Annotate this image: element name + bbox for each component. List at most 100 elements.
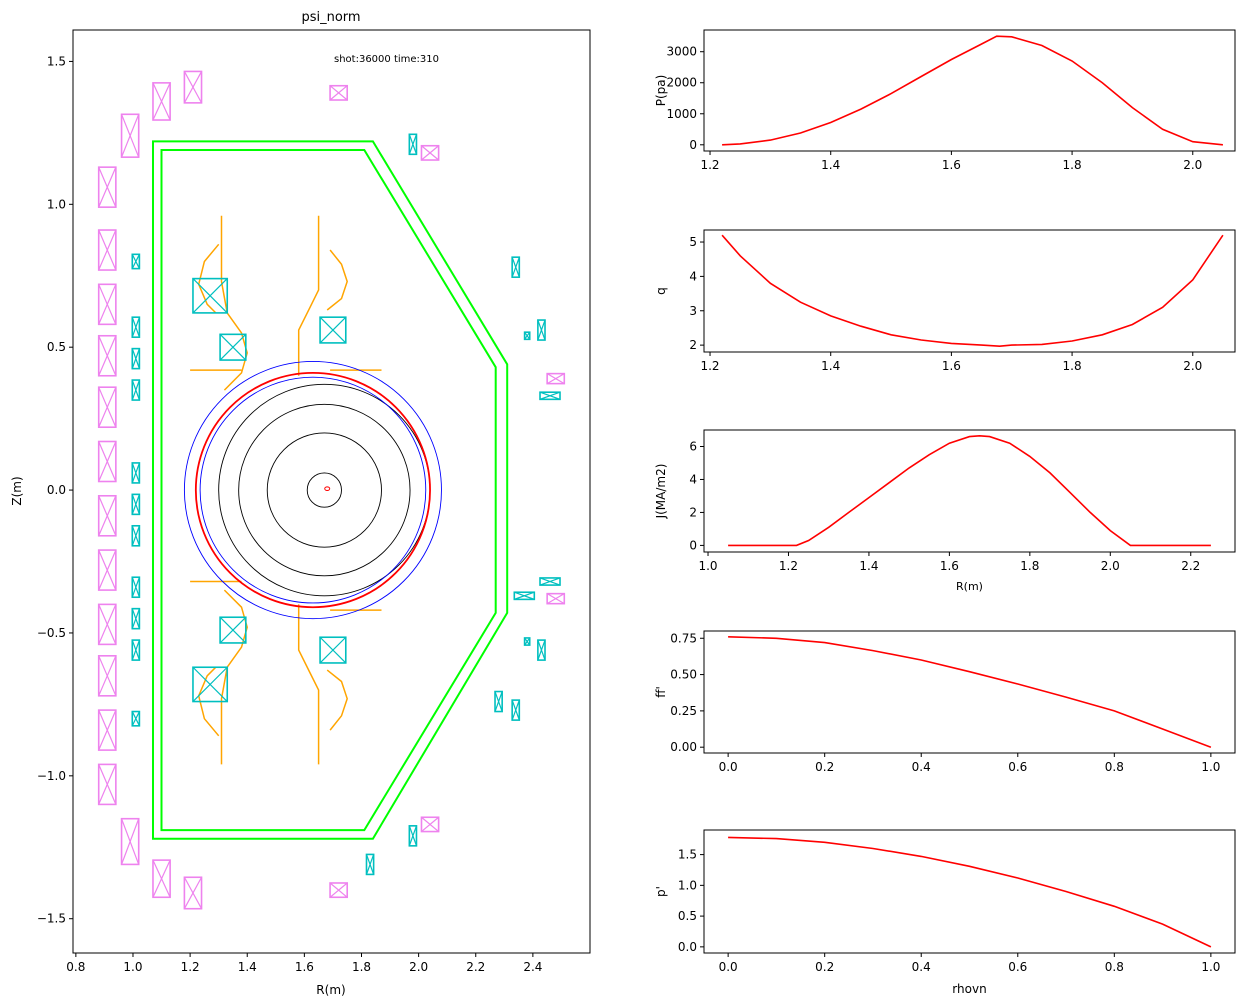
y-tick-label: 6 bbox=[689, 439, 697, 453]
control-coil bbox=[131, 347, 141, 370]
control-coil-box bbox=[539, 391, 561, 401]
control-coil-cross bbox=[131, 577, 140, 598]
profile-xlabel: rhovn bbox=[952, 982, 986, 996]
control-coil-box bbox=[131, 493, 141, 516]
control-coil-cross bbox=[408, 134, 418, 155]
pf-coil bbox=[329, 84, 349, 101]
pf-coil bbox=[97, 549, 117, 591]
equilibrium-ylabel: Z(m) bbox=[10, 476, 24, 505]
pf-coil-cross bbox=[98, 441, 117, 482]
control-coil bbox=[319, 316, 347, 344]
profile-line bbox=[722, 35, 1223, 146]
y-tick-label: 3 bbox=[689, 304, 697, 318]
control-coil-box bbox=[365, 853, 375, 876]
x-tick-label: 2.0 bbox=[1101, 559, 1120, 573]
x-tick-label: 1.8 bbox=[1063, 158, 1082, 172]
control-coil bbox=[131, 607, 141, 630]
pf-coil-box bbox=[97, 386, 117, 429]
control-coil-cross bbox=[219, 616, 247, 644]
pf-coil bbox=[329, 882, 349, 899]
y-tick-label: 2000 bbox=[666, 76, 697, 90]
x-tick-label: 1.0 bbox=[1201, 760, 1220, 774]
x-tick-label: 2.4 bbox=[523, 960, 542, 974]
profile-frame bbox=[703, 630, 1236, 754]
x-tick-label: 2.0 bbox=[1183, 158, 1202, 172]
control-coil-box bbox=[131, 524, 141, 547]
control-coil-box bbox=[511, 256, 521, 278]
control-coil-box bbox=[319, 636, 347, 664]
divertor-line bbox=[326, 669, 348, 731]
pf-coil-cross bbox=[98, 549, 117, 591]
control-coil-box bbox=[537, 639, 546, 661]
x-tick-label: 1.2 bbox=[700, 158, 719, 172]
control-coil bbox=[219, 616, 247, 644]
profile-line bbox=[728, 836, 1212, 948]
pf-coil bbox=[97, 655, 117, 697]
control-coil bbox=[219, 333, 247, 361]
pf-coil-box bbox=[120, 113, 140, 158]
y-tick-label: 1.0 bbox=[678, 878, 697, 892]
x-tick-label: 2.2 bbox=[1181, 559, 1200, 573]
control-coil-cross bbox=[131, 316, 140, 338]
x-tick-label: 0.8 bbox=[66, 960, 85, 974]
x-tick-label: 1.0 bbox=[698, 559, 717, 573]
control-coil bbox=[131, 710, 141, 727]
x-tick-label: 1.8 bbox=[352, 960, 371, 974]
x-tick-label: 1.0 bbox=[123, 960, 142, 974]
x-tick-label: 1.8 bbox=[1063, 359, 1082, 373]
pf-coil bbox=[420, 144, 440, 161]
control-coil-cross bbox=[365, 854, 375, 875]
control-coil-box bbox=[131, 347, 141, 370]
control-coil bbox=[523, 331, 531, 341]
control-coil-cross bbox=[319, 316, 347, 344]
control-coil-cross bbox=[511, 699, 520, 721]
pf-coil-box bbox=[183, 70, 203, 104]
pf-coil-box bbox=[97, 655, 117, 697]
pf-coil-cross bbox=[98, 335, 117, 377]
x-tick-label: 0.0 bbox=[719, 760, 738, 774]
equilibrium-xlabel: R(m) bbox=[316, 983, 345, 997]
y-tick-label: 4 bbox=[689, 269, 697, 283]
pf-coil-cross bbox=[98, 495, 117, 537]
pf-coil-cross bbox=[98, 386, 117, 428]
pf-coil-cross bbox=[98, 166, 117, 208]
flux-surface bbox=[266, 432, 382, 548]
flux-surface bbox=[238, 403, 411, 577]
control-coil bbox=[192, 666, 229, 703]
profile-panel-5: 0.0 0.2 0.4 0.6 0.8 1.0 0.0 0.5 1.0 1.5 p' rhovn bbox=[654, 829, 1236, 996]
control-coil-cross bbox=[131, 639, 140, 661]
divertor-line bbox=[220, 589, 248, 765]
control-coil bbox=[131, 379, 141, 401]
vessel-wall-inner bbox=[160, 149, 497, 832]
control-coil bbox=[131, 524, 141, 547]
pf-coil-cross bbox=[183, 876, 203, 909]
pf-coil bbox=[97, 494, 117, 537]
pf-coil bbox=[152, 859, 171, 899]
control-coil bbox=[131, 462, 141, 484]
profile-ylabel: q bbox=[654, 287, 668, 295]
pf-coil bbox=[97, 334, 117, 377]
control-coil bbox=[537, 319, 546, 341]
control-coil-box bbox=[523, 637, 531, 646]
pf-coil bbox=[97, 166, 117, 208]
y-tick-label: 3000 bbox=[666, 45, 697, 59]
control-coil bbox=[408, 825, 418, 847]
x-tick-label: 0.4 bbox=[912, 760, 931, 774]
control-coil bbox=[131, 253, 141, 270]
y-tick-label: 0.00 bbox=[670, 740, 697, 754]
profile-ylabel: p' bbox=[654, 886, 668, 897]
pf-coil-cross bbox=[98, 604, 117, 645]
profile-panel-2: 1.2 1.4 1.6 1.8 2.0 2 3 4 5 q bbox=[654, 229, 1236, 373]
control-coil-box bbox=[192, 666, 229, 703]
pf-coil-box bbox=[97, 166, 117, 208]
pf-coil-cross bbox=[546, 373, 565, 385]
control-coil-cross bbox=[408, 825, 418, 847]
pf-coil bbox=[120, 113, 140, 158]
x-tick-label: 1.4 bbox=[821, 158, 840, 172]
control-coil-cross bbox=[131, 494, 140, 515]
x-tick-label: 1.6 bbox=[942, 359, 961, 373]
control-coil-box bbox=[131, 607, 141, 630]
profile-frame bbox=[703, 829, 1236, 954]
control-coil-box bbox=[131, 316, 141, 338]
x-tick-label: 1.4 bbox=[859, 559, 878, 573]
